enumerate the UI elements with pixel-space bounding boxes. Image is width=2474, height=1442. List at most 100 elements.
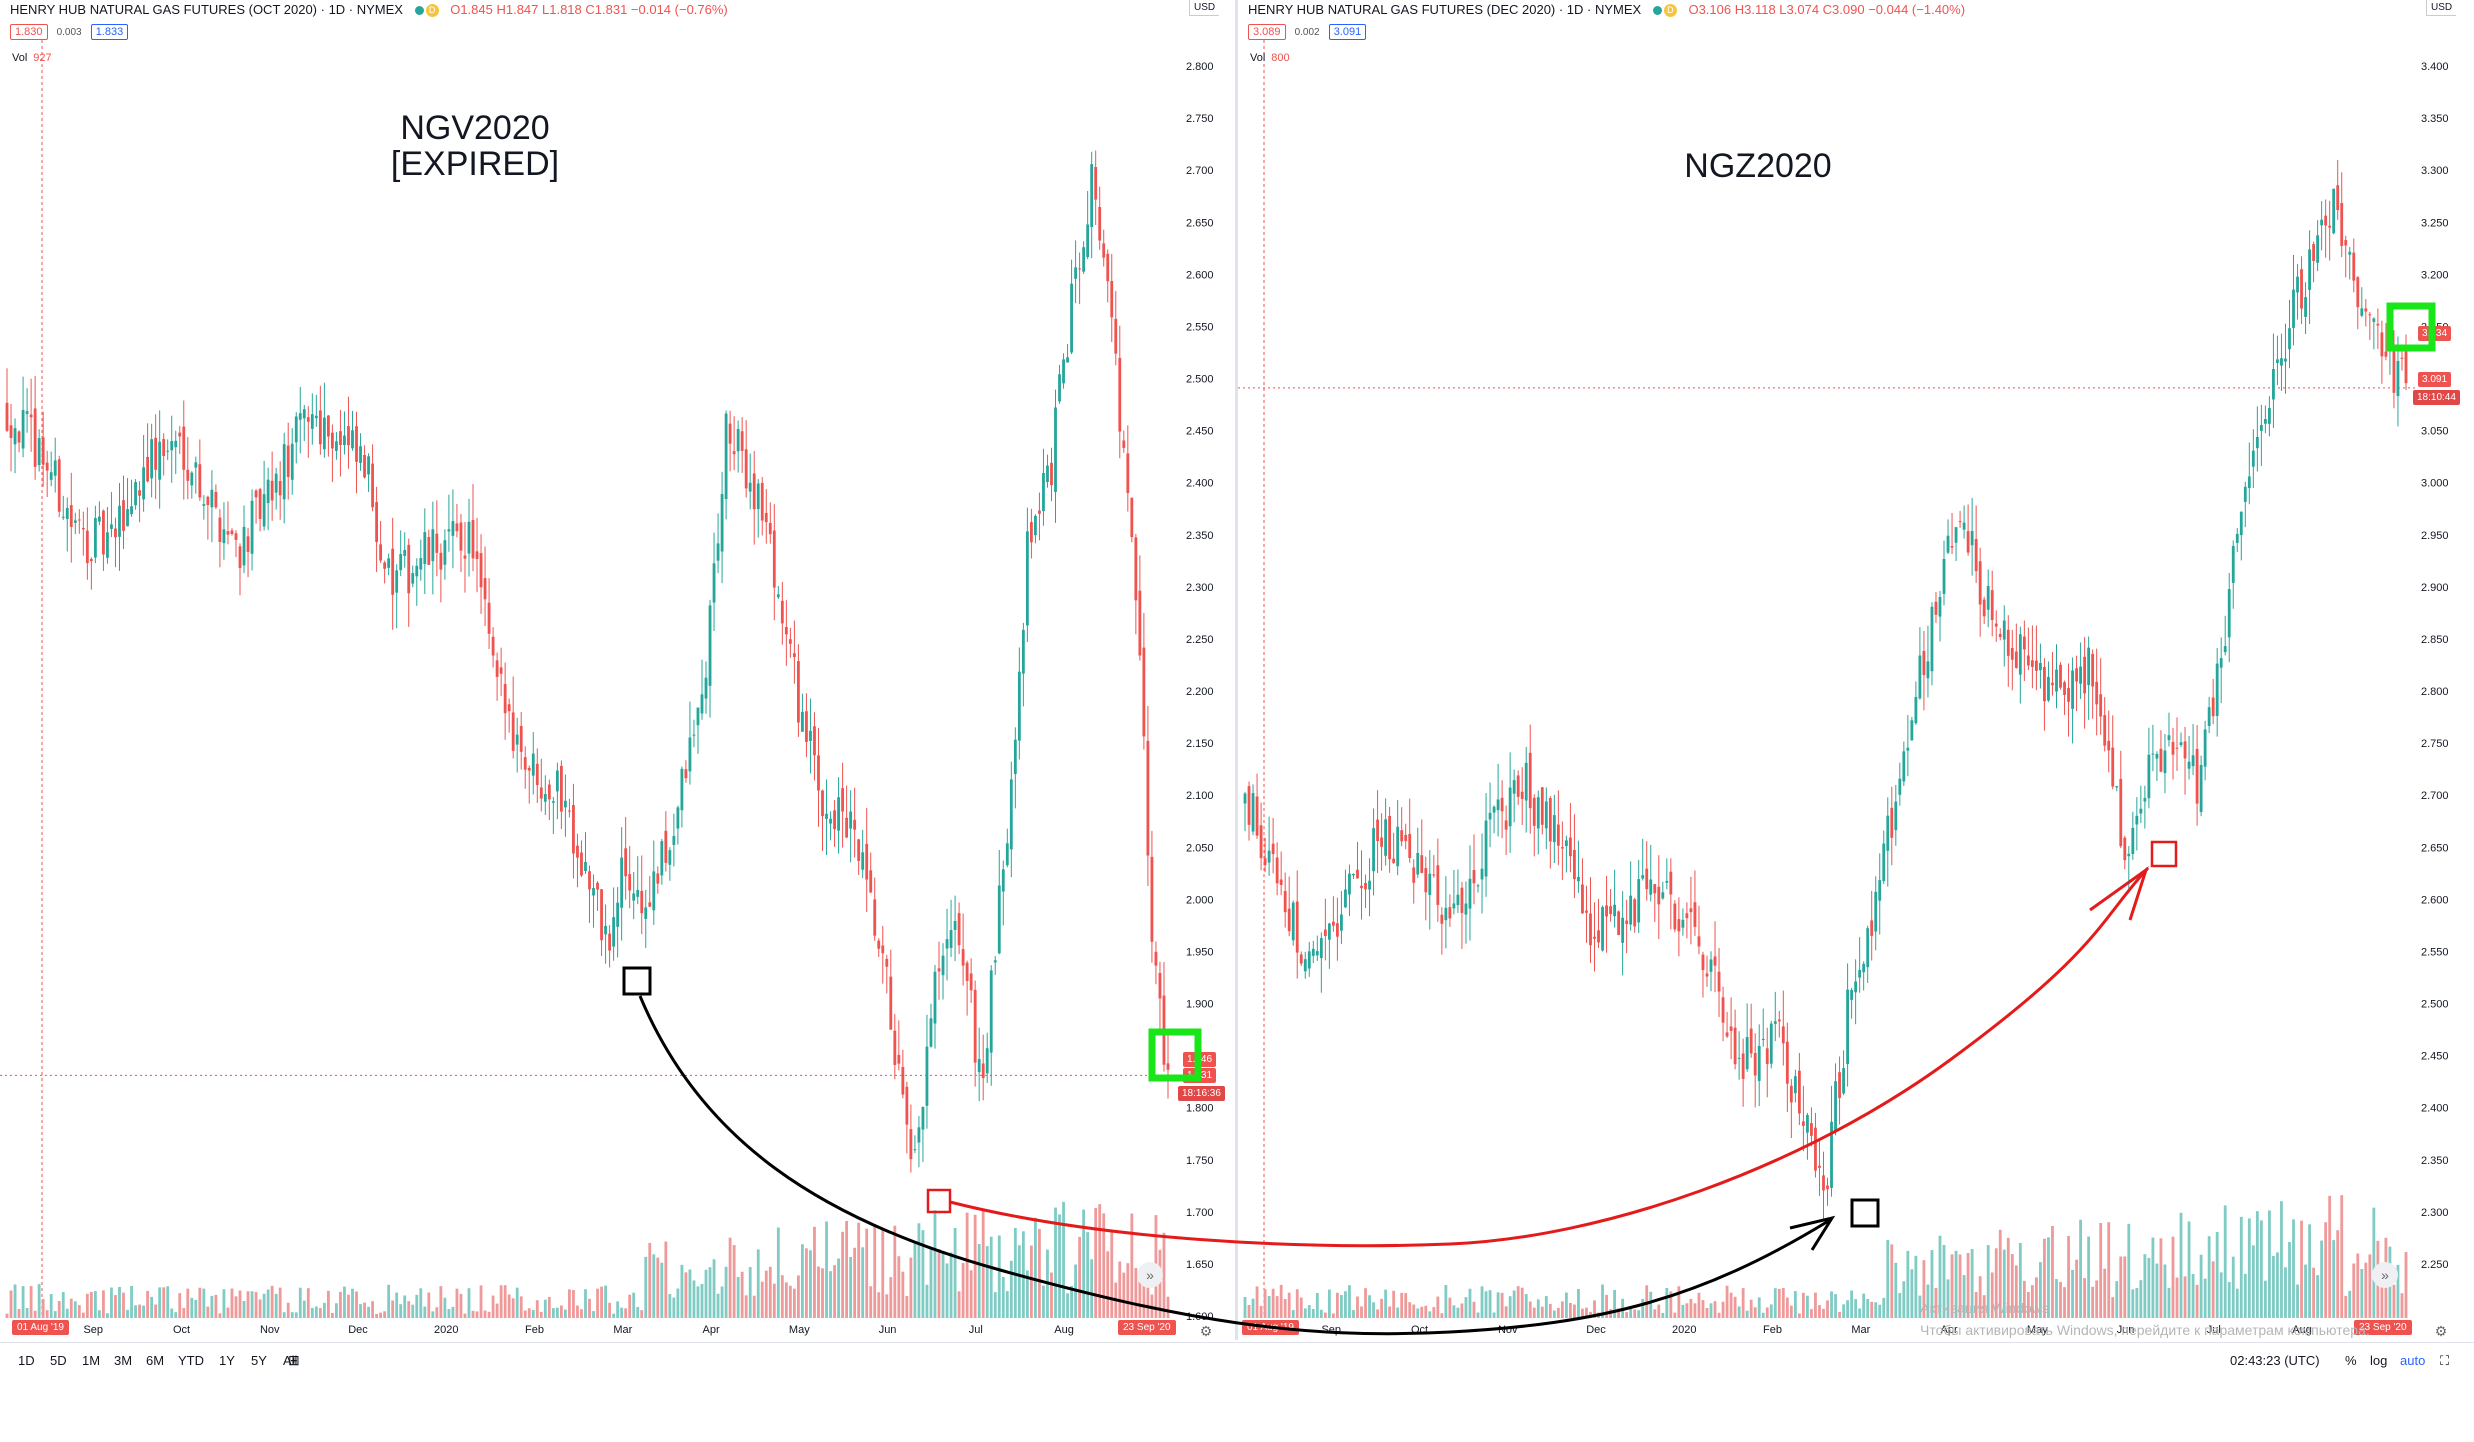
right-candle-body	[1368, 880, 1371, 890]
auto-scale-toggle[interactable]: auto	[2400, 1353, 2426, 1368]
left-candle-body	[921, 1107, 925, 1130]
right-bid-value[interactable]: 3.089	[1248, 24, 1286, 40]
right-candle-body	[1452, 903, 1456, 909]
left-candle-body	[218, 517, 222, 542]
right-volume-bar	[2316, 1275, 2320, 1318]
right-candle-body	[2123, 837, 2127, 861]
right-volume-bar	[1315, 1292, 1319, 1318]
timeframe-button-5y[interactable]: 5Y	[251, 1353, 267, 1368]
left-chart-pane[interactable]: 2.800 2.750 2.700 2.650 2.600 2.550 2.500 2.450…	[0, 0, 1235, 1340]
timeframe-button-6m[interactable]: 6M	[146, 1353, 165, 1368]
left-y-tick-label: 1.900	[1186, 999, 1214, 1011]
right-candle-body	[1922, 650, 1926, 676]
left-candle-body	[226, 531, 230, 535]
timeframe-button-1y[interactable]: 1Y	[219, 1353, 235, 1368]
right-volume-bar	[2284, 1267, 2287, 1318]
right-volume-bar	[2047, 1237, 2050, 1318]
date-range-icon[interactable]: ⊞	[288, 1352, 300, 1368]
pane-divider[interactable]	[1235, 0, 1238, 1340]
left-chart-canvas[interactable]: 2.800 2.750 2.700 2.650 2.600 2.550 2.500 2.450…	[0, 0, 1235, 1340]
right-chart-canvas[interactable]: 3.4003.3503.3003.2503.2003.1503.1003.050…	[1238, 0, 2474, 1340]
left-candle-body	[463, 555, 467, 559]
left-candle-body	[748, 482, 752, 492]
left-scroll-to-realtime-icon[interactable]: »	[1137, 1262, 1163, 1288]
left-bid-value[interactable]: 1.830	[10, 24, 48, 40]
right-settings-gear-icon[interactable]: ⚙	[2434, 1323, 2448, 1339]
right-volume-bar	[1400, 1292, 1404, 1318]
right-candle-body	[1938, 596, 1942, 617]
left-volume-bar	[427, 1292, 431, 1318]
left-settings-gear-icon[interactable]: ⚙	[1199, 1323, 1213, 1339]
right-candle-body	[2203, 729, 2207, 767]
left-volume-bar	[825, 1221, 828, 1318]
right-volume-bar	[2059, 1281, 2062, 1318]
right-ask-value[interactable]: 3.091	[1328, 24, 1367, 40]
utc-clock[interactable]: 02:43:23 (UTC)	[2230, 1353, 2320, 1368]
right-candle-body	[1315, 951, 1319, 956]
left-candle-body	[821, 790, 824, 817]
timeframe-button-1d[interactable]: 1D	[18, 1353, 35, 1368]
left-candle-body	[969, 973, 973, 991]
left-candle-body	[37, 438, 41, 466]
left-volume-bar	[138, 1304, 141, 1318]
left-candle-body	[166, 450, 170, 452]
left-volume-bar	[833, 1265, 836, 1318]
left-candle-body	[941, 955, 945, 976]
right-symbol-title[interactable]: HENRY HUB NATURAL GAS FUTURES (DEC 2020)…	[1248, 2, 1642, 17]
left-volume-bar	[158, 1287, 162, 1318]
left-volume-bar	[837, 1258, 840, 1318]
left-candle-body	[937, 968, 941, 972]
right-volume-bar	[1585, 1307, 1588, 1318]
timeframe-button-5d[interactable]: 5D	[50, 1353, 67, 1368]
right-volume-bar	[2380, 1272, 2384, 1318]
left-candle-body	[527, 767, 531, 771]
left-volume-bar	[993, 1292, 997, 1318]
left-candle-body	[584, 861, 587, 872]
left-ask-value[interactable]: 1.833	[90, 24, 129, 40]
right-volume-bar	[2243, 1273, 2247, 1318]
right-candle-body	[1866, 928, 1870, 968]
right-candle-body	[1295, 901, 1299, 953]
left-volume-bar	[680, 1264, 684, 1318]
timeframe-button-1m[interactable]: 1M	[82, 1353, 101, 1368]
left-candle-body	[535, 763, 539, 786]
right-x-tick-label: Dec	[1586, 1324, 1606, 1336]
left-candle-body	[539, 787, 543, 799]
right-scroll-to-realtime-icon[interactable]: »	[2372, 1262, 2398, 1288]
right-volume-bar	[1472, 1301, 1476, 1318]
right-y-tick-label: 2.850	[2421, 634, 2449, 646]
left-candle-body	[857, 839, 861, 861]
right-volume-bar	[1344, 1291, 1347, 1318]
left-candle-body	[97, 516, 101, 522]
right-volume-bar	[1520, 1287, 1524, 1318]
right-candle-body	[1830, 1121, 1833, 1188]
right-chart-pane[interactable]: 3.4003.3503.3003.2503.2003.1503.1003.050…	[1238, 0, 2474, 1340]
right-candle-body	[1303, 959, 1307, 972]
right-y-tick-label: 2.350	[2421, 1155, 2449, 1167]
right-candle-body	[1400, 830, 1404, 842]
left-candle-body	[853, 819, 857, 830]
left-vol-label: Vol	[12, 52, 28, 64]
fullscreen-icon[interactable]: ⛶	[2440, 1353, 2450, 1368]
right-volume-bar	[1259, 1305, 1263, 1318]
timeframe-button-3m[interactable]: 3M	[114, 1353, 133, 1368]
left-candle-body	[628, 874, 632, 891]
right-volume-bar	[1597, 1312, 1600, 1318]
right-volume-bar	[1267, 1296, 1271, 1318]
right-volume-bar	[1340, 1295, 1343, 1318]
left-candle-body	[977, 1059, 981, 1073]
left-symbol-title[interactable]: HENRY HUB NATURAL GAS FUTURES (OCT 2020)…	[10, 2, 403, 17]
log-scale-toggle[interactable]: log	[2370, 1353, 2388, 1368]
left-candle-body	[431, 529, 435, 562]
percent-scale-toggle[interactable]: %	[2345, 1353, 2357, 1368]
right-annotation-title: NGZ2020	[1638, 148, 1878, 184]
timeframe-button-ytd[interactable]: YTD	[178, 1353, 204, 1368]
left-volume-bar	[1021, 1231, 1025, 1318]
windows-activation-watermark-title: Активация Windows	[1920, 1300, 2050, 1316]
right-candle-body	[1412, 867, 1416, 883]
right-candle-body	[1705, 973, 1709, 977]
timeframe-button-all[interactable]: All	[283, 1353, 298, 1368]
left-volume-bar	[1086, 1232, 1090, 1318]
right-candle-body	[1492, 806, 1496, 813]
left-candle-body	[53, 460, 57, 476]
